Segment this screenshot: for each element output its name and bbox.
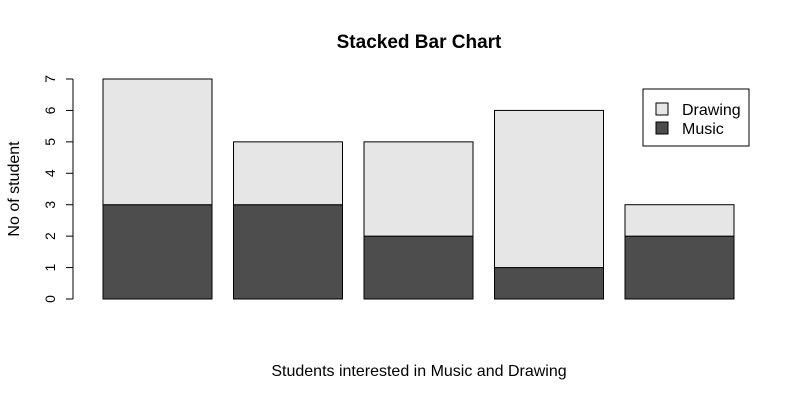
- bar-segment-music: [233, 204, 343, 300]
- bar-segment-drawing: [363, 141, 474, 237]
- y-tick-label: 7: [42, 75, 58, 83]
- legend-box: [642, 88, 750, 147]
- chart-title: Stacked Bar Chart: [337, 32, 502, 53]
- y-axis: 0 1 2 3 4 5 6 7: [42, 75, 74, 303]
- bar-segment-drawing: [494, 109, 604, 269]
- bar-segment-music: [363, 235, 474, 300]
- y-tick-label: 4: [42, 169, 58, 177]
- legend-label-music: Music: [682, 121, 724, 138]
- bar-segment-drawing: [624, 204, 735, 237]
- y-axis-label: No of student: [6, 141, 23, 237]
- y-tick-label: 3: [42, 201, 58, 209]
- x-axis-label: Students interested in Music and Drawing: [271, 363, 566, 380]
- legend-swatch-drawing: [655, 102, 669, 116]
- bars-group: [102, 78, 735, 300]
- legend: Drawing Music: [642, 88, 750, 147]
- bar-segment-drawing: [233, 141, 343, 206]
- y-tick-label: 0: [42, 295, 58, 303]
- bar-segment-music: [102, 204, 213, 300]
- y-tick-label: 5: [42, 138, 58, 146]
- y-tick-label: 6: [42, 106, 58, 114]
- bar-segment-music: [494, 267, 604, 300]
- legend-swatch-music: [655, 121, 669, 135]
- bar-segment-drawing: [102, 78, 213, 206]
- y-tick-label: 2: [42, 232, 58, 240]
- bar-segment-music: [624, 235, 735, 300]
- legend-label-drawing: Drawing: [682, 102, 741, 119]
- y-tick-label: 1: [42, 263, 58, 271]
